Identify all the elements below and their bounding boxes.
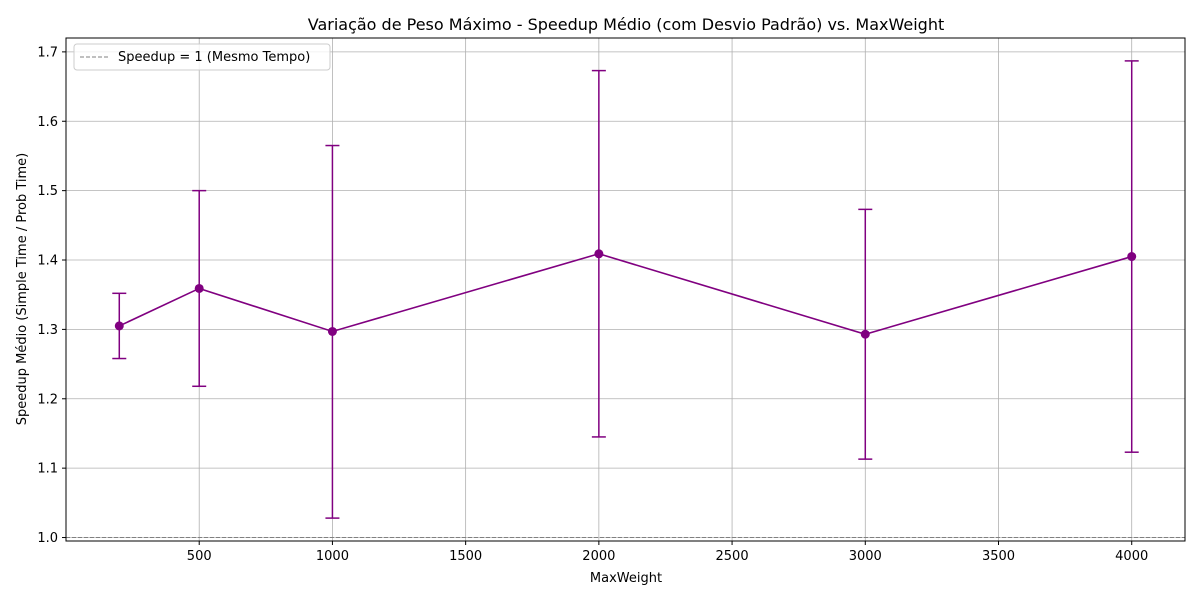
data-point [194, 283, 204, 293]
legend-entry-reference: Speedup = 1 (Mesmo Tempo) [118, 50, 310, 65]
y-tick-label: 1.1 [37, 462, 58, 477]
y-tick-label: 1.3 [37, 323, 58, 338]
y-tick-label: 1.5 [37, 184, 58, 199]
data-point [860, 329, 870, 339]
legend: Speedup = 1 (Mesmo Tempo) [73, 43, 331, 71]
data-point [327, 326, 337, 336]
data-points [114, 249, 1137, 339]
x-tick-label: 2000 [582, 549, 615, 564]
x-tick-label: 500 [187, 549, 212, 564]
chart-title: Variação de Peso Máximo - Speedup Médio … [308, 15, 945, 34]
data-point [1127, 252, 1137, 262]
y-tick-label: 1.2 [37, 392, 58, 407]
x-tick-label: 3500 [982, 549, 1015, 564]
x-tick-label: 2500 [716, 549, 749, 564]
series-line-layer [118, 252, 1132, 336]
plot-frame [65, 37, 1186, 542]
y-tick-label: 1.4 [37, 254, 58, 269]
y-tick-label: 1.6 [37, 115, 58, 130]
error-bars [112, 60, 1139, 519]
y-axis-label: Speedup Médio (Simple Time / Prob Time) [15, 153, 30, 426]
x-tick-label: 1500 [449, 549, 482, 564]
x-tick-label: 1000 [316, 549, 349, 564]
x-tick-label: 4000 [1115, 549, 1148, 564]
y-tick-label: 1.0 [37, 531, 58, 546]
data-point [594, 249, 604, 259]
x-tick-label: 3000 [849, 549, 882, 564]
legend-box [73, 43, 331, 71]
data-point [114, 321, 124, 331]
y-tick-label: 1.7 [37, 45, 58, 60]
axes: 500 1000 1500 2000 2500 3000 3500 4000 1.0 1.1 1.2… [37, 37, 1186, 564]
x-axis-label: MaxWeight [590, 571, 662, 586]
series-line [118, 252, 1132, 336]
